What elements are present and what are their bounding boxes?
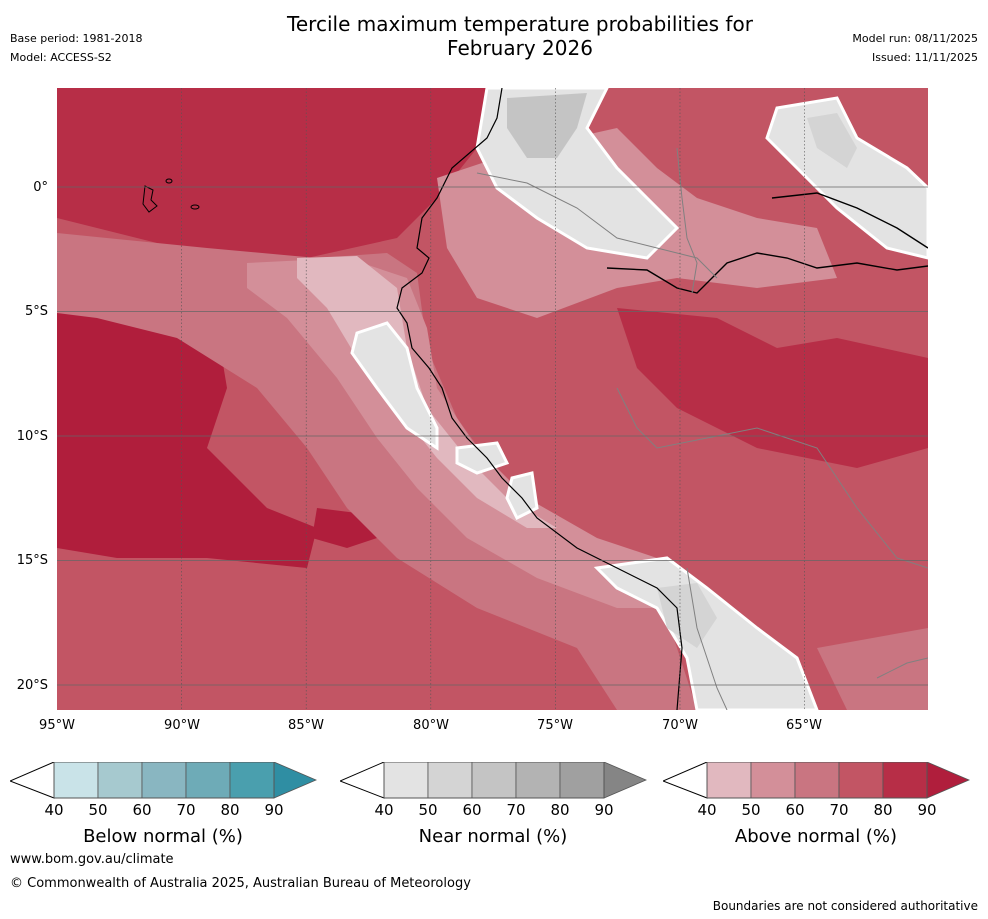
river-north: [771, 192, 928, 249]
coastline: [396, 88, 683, 710]
above-normal-title: Above normal (%): [734, 826, 898, 847]
colorbar-near-swatch-50-60: [427, 762, 473, 799]
lat-label-5s: 5°S: [24, 304, 48, 319]
colorbar-above-swatch-80-90: [882, 762, 928, 799]
lon-label-75w: 75°W: [537, 718, 573, 733]
above-tick-50: 50: [741, 801, 761, 819]
contour-above-80-north: [57, 88, 497, 258]
title-line-1: Tercile maximum temperature probabilitie…: [287, 12, 753, 36]
below-tick-70: 70: [176, 801, 196, 819]
contour-near-normal-south: [593, 556, 819, 710]
galapagos-island: [165, 178, 173, 184]
longitude-gridlines: [181, 88, 805, 710]
near-tick-50: 50: [418, 801, 438, 819]
border-line-2: [676, 147, 698, 294]
contour-near-normal-northeast-core: [807, 113, 857, 168]
lat-label-15s: 15°S: [16, 553, 48, 568]
colorbar-below-swatch-50-60: [97, 762, 143, 799]
colorbar-near-swatch-60-70: [471, 762, 517, 799]
colorbar-near-swatch-70-80: [515, 762, 561, 799]
issued-date: Issued: 11/11/2025: [871, 51, 978, 64]
colorbar-above-swatch-40-50: [706, 762, 752, 799]
near-tick-80: 80: [550, 801, 570, 819]
latitude-gridlines: [57, 186, 928, 686]
contour-near-normal-north-core: [507, 93, 587, 158]
galapagos-island-2: [190, 204, 200, 210]
colorbar-above-swatch-70-80: [838, 762, 884, 799]
near-tick-70: 70: [506, 801, 526, 819]
contour-near-normal-northeast: [765, 96, 928, 260]
galapagos-islands: [142, 185, 158, 213]
border-line-5: [876, 657, 928, 679]
contour-near-normal-blob-2: [505, 471, 539, 521]
title-line-2: February 2026: [447, 36, 593, 60]
contour-above-60-southeast: [817, 628, 928, 710]
below-tick-60: 60: [132, 801, 152, 819]
near-tick-90: 90: [594, 801, 614, 819]
base-period: Base period: 1981-2018: [10, 32, 143, 45]
lon-label-70w: 70°W: [662, 718, 698, 733]
lon-label-90w: 90°W: [164, 718, 200, 733]
contour-above-90-ocean: [57, 298, 317, 568]
above-tick-60: 60: [785, 801, 805, 819]
above-tick-40: 40: [697, 801, 717, 819]
lat-label-20s: 20°S: [16, 678, 48, 693]
contour-above-80-east: [617, 308, 928, 468]
contour-near-normal-blob: [455, 441, 510, 475]
near-tick-60: 60: [462, 801, 482, 819]
model-run: Model run: 08/11/2025: [852, 32, 978, 45]
footer-copyright: © Commonwealth of Australia 2025, Austra…: [10, 876, 471, 891]
lat-label-0: 0°: [33, 180, 48, 195]
colorbar-above-normal: [663, 762, 970, 799]
contour-near-normal-coast: [350, 321, 439, 451]
colorbar-below-swatch-90plus: [273, 762, 317, 799]
border-line-3: [616, 387, 928, 569]
colorbar-above-swatch-50-60: [750, 762, 796, 799]
border-line: [476, 172, 718, 279]
lon-label-85w: 85°W: [288, 718, 324, 733]
below-tick-80: 80: [220, 801, 240, 819]
above-tick-80: 80: [873, 801, 893, 819]
below-tick-90: 90: [264, 801, 284, 819]
model-name: Model: ACCESS-S2: [10, 51, 112, 64]
colorbar-below-swatch-70-80: [185, 762, 231, 799]
colorbar-above-swatch-90plus: [926, 762, 970, 799]
lat-label-10s: 10°S: [16, 429, 48, 444]
near-tick-40: 40: [374, 801, 394, 819]
lon-label-95w: 95°W: [39, 718, 75, 733]
footer-url: www.bom.gov.au/climate: [10, 852, 174, 867]
page-title: Tercile maximum temperature probabilitie…: [0, 12, 988, 60]
contour-near-normal-south-core: [657, 583, 717, 648]
near-normal-title: Near normal (%): [418, 826, 568, 847]
border-line-4: [686, 567, 728, 710]
colorbar-below-swatch-60-70: [141, 762, 187, 799]
contour-above-60-coastal: [57, 233, 697, 710]
colorbar-near-swatch-90plus: [603, 762, 647, 799]
footer-disclaimer: Boundaries are not considered authoritat…: [712, 899, 978, 913]
colorbar-below-swatch-80-90: [229, 762, 275, 799]
lon-label-80w: 80°W: [413, 718, 449, 733]
below-normal-title: Below normal (%): [83, 826, 243, 847]
contour-above-40-coastal: [297, 256, 557, 528]
colorbar-below-swatch-40-50: [53, 762, 99, 799]
below-tick-40: 40: [44, 801, 64, 819]
below-tick-50: 50: [88, 801, 108, 819]
colorbar-near-normal: [340, 762, 647, 799]
colorbar-below-normal: [10, 762, 317, 799]
colorbar-above-swatch-60-70: [794, 762, 840, 799]
river: [606, 252, 928, 294]
probability-map: [57, 88, 928, 710]
above-tick-90: 90: [917, 801, 937, 819]
above-tick-70: 70: [829, 801, 849, 819]
lon-label-65w: 65°W: [786, 718, 822, 733]
colorbar-near-swatch-40-50: [383, 762, 429, 799]
colorbar-near-swatch-80-90: [559, 762, 605, 799]
